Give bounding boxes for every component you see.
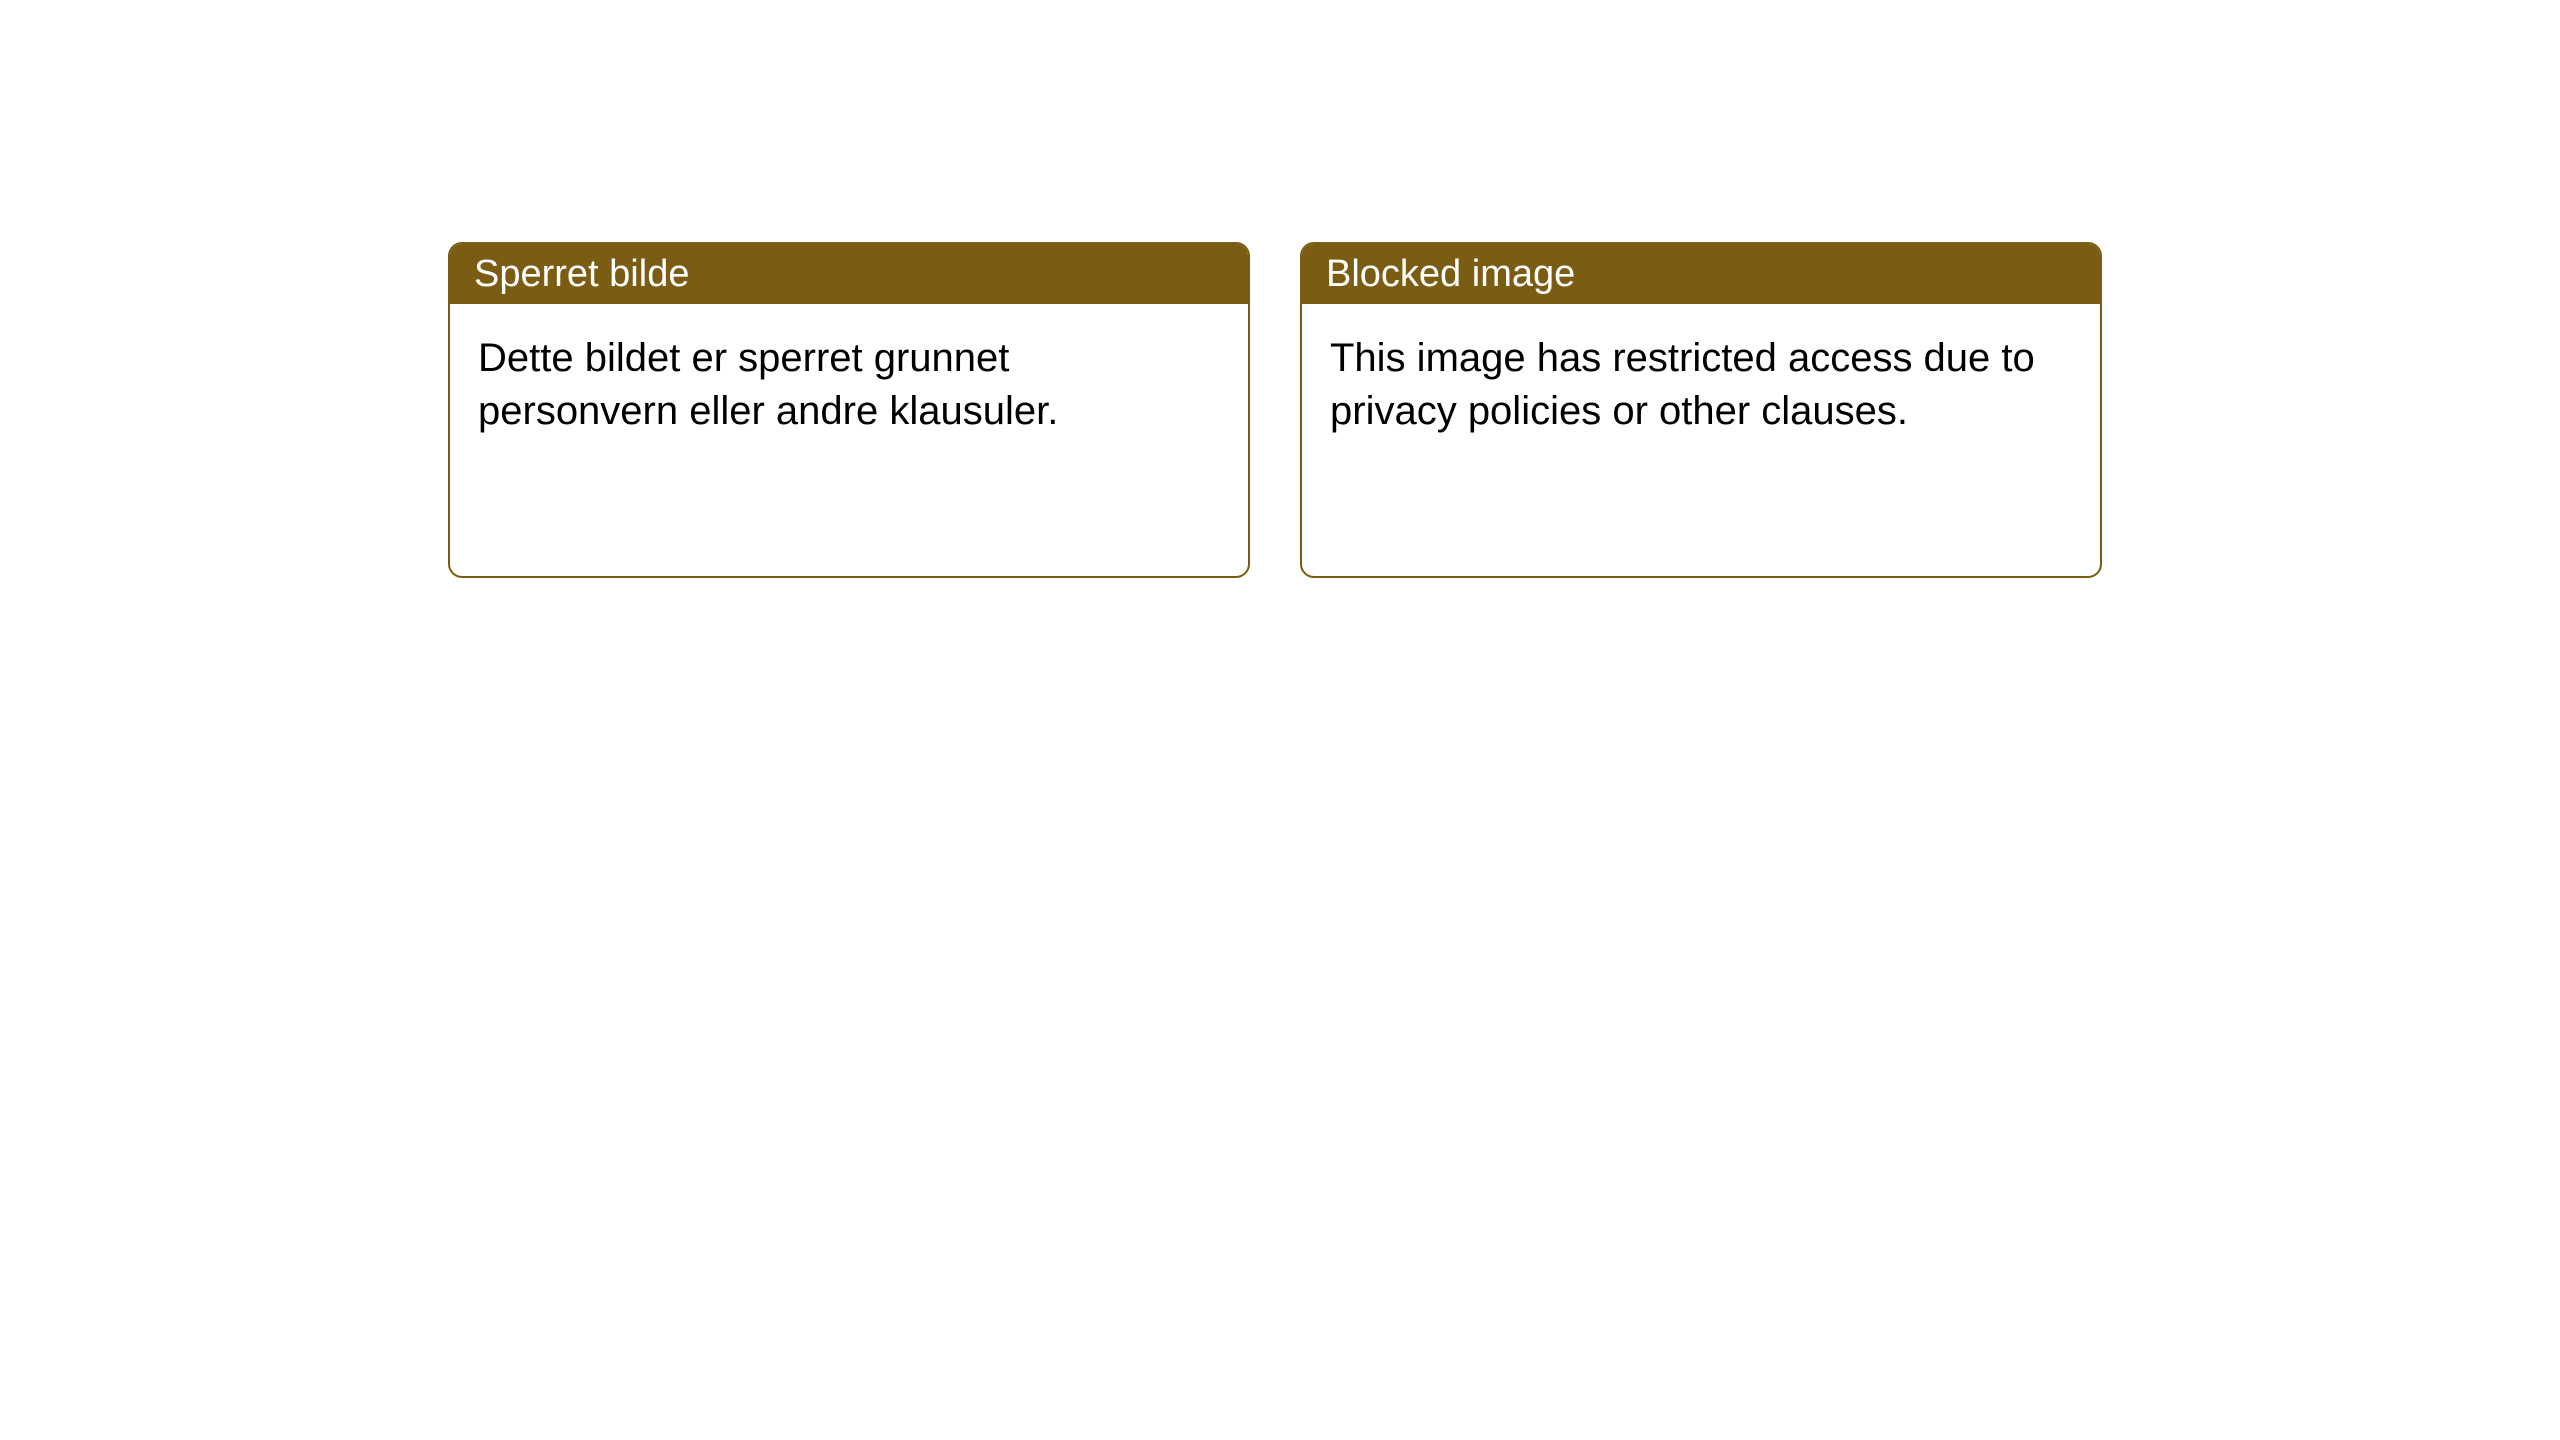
card-body: Dette bildet er sperret grunnet personve…	[450, 304, 1248, 466]
cards-container: Sperret bilde Dette bildet er sperret gr…	[448, 242, 2102, 578]
card-header: Blocked image	[1302, 244, 2100, 304]
card-title: Blocked image	[1326, 253, 1575, 296]
info-card-english: Blocked image This image has restricted …	[1300, 242, 2102, 578]
card-title: Sperret bilde	[474, 253, 689, 296]
card-body: This image has restricted access due to …	[1302, 304, 2100, 466]
card-header: Sperret bilde	[450, 244, 1248, 304]
info-card-norwegian: Sperret bilde Dette bildet er sperret gr…	[448, 242, 1250, 578]
card-body-text: Dette bildet er sperret grunnet personve…	[478, 336, 1058, 433]
card-body-text: This image has restricted access due to …	[1330, 336, 2035, 433]
